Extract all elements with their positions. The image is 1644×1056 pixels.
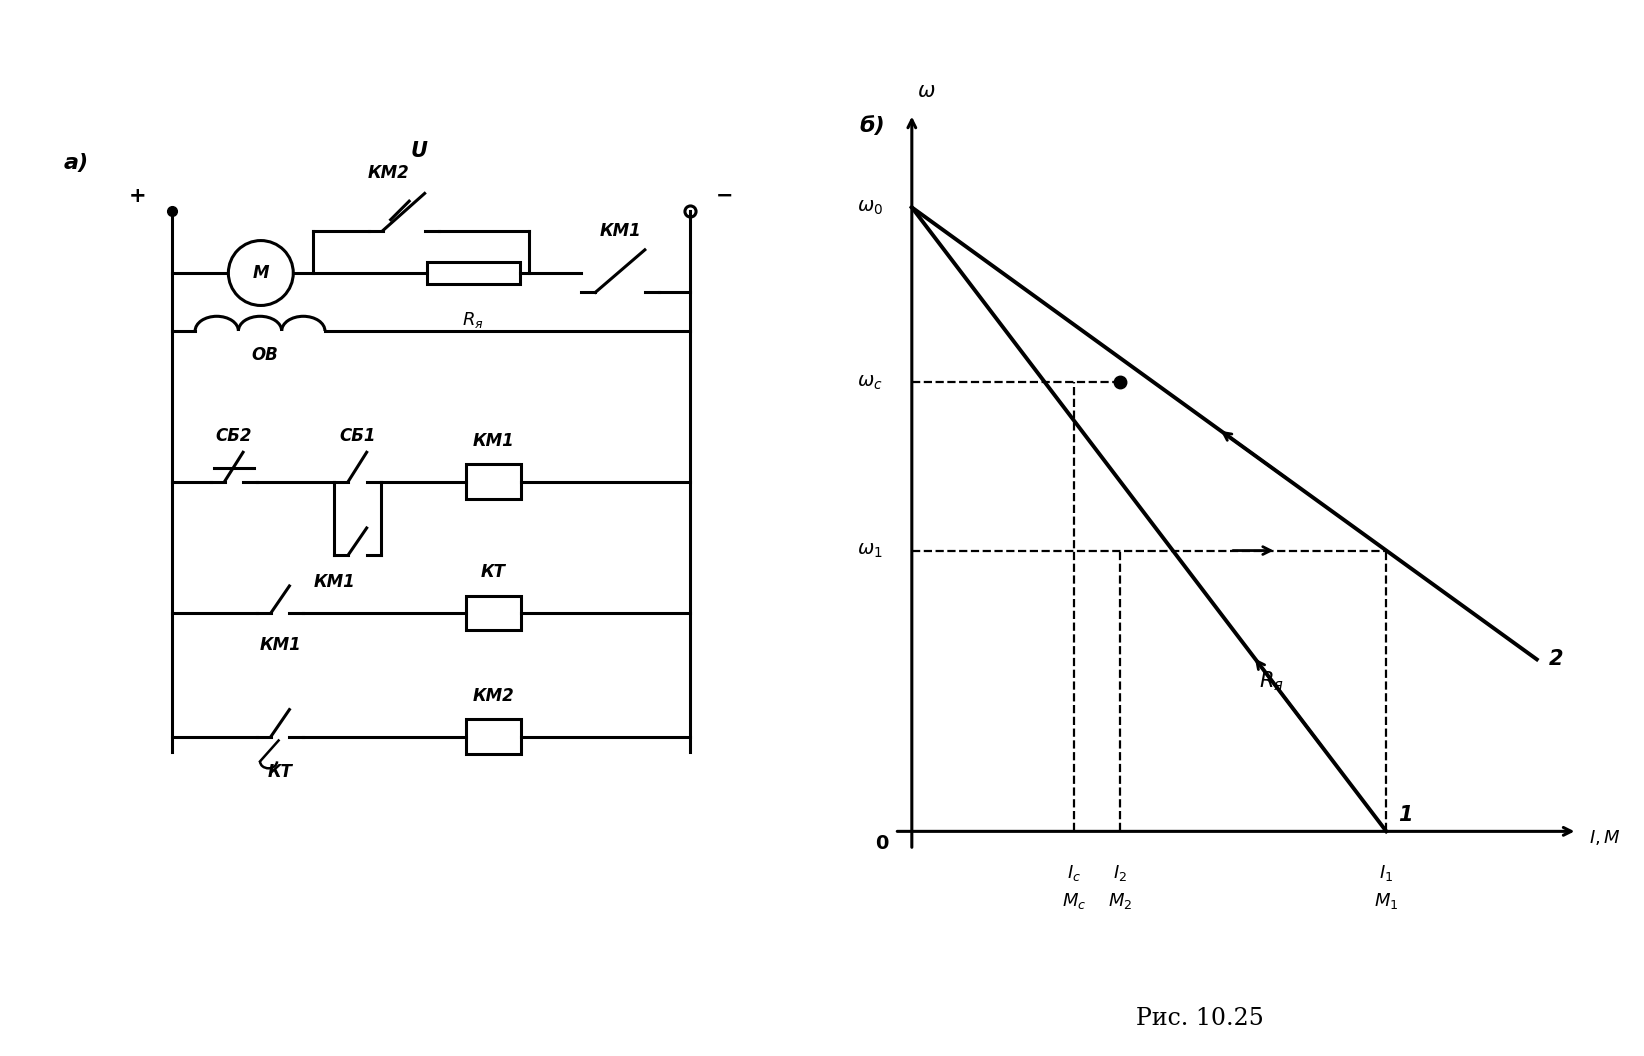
Text: $R_я$: $R_я$ [462, 310, 483, 331]
Text: $M_2$: $M_2$ [1108, 890, 1133, 910]
Text: КМ1: КМ1 [314, 573, 355, 591]
Bar [427, 262, 520, 284]
Text: M: M [253, 264, 270, 282]
Text: $I_1$: $I_1$ [1379, 863, 1394, 883]
Text: $I_2$: $I_2$ [1113, 863, 1128, 883]
Text: б): б) [860, 116, 886, 136]
Text: КМ2: КМ2 [368, 164, 409, 182]
Text: СБ2: СБ2 [215, 428, 252, 446]
Text: $M_1$: $M_1$ [1374, 890, 1399, 910]
Text: 0: 0 [875, 834, 889, 853]
Text: $M_c$: $M_c$ [1062, 890, 1087, 910]
Text: КМ1: КМ1 [260, 636, 301, 654]
Bar [465, 465, 521, 499]
Text: СБ1: СБ1 [339, 428, 376, 446]
Text: 2: 2 [1549, 649, 1563, 670]
Text: $I, M$: $I, M$ [1588, 828, 1621, 847]
Text: КМ1: КМ1 [472, 432, 515, 450]
Text: $\omega_0$: $\omega_0$ [857, 197, 883, 216]
Text: Рис. 10.25: Рис. 10.25 [1136, 1006, 1264, 1030]
Text: $I_c$: $I_c$ [1067, 863, 1080, 883]
Text: КТ: КТ [268, 762, 293, 780]
Text: $\omega$: $\omega$ [917, 81, 935, 101]
Text: КТ: КТ [482, 564, 506, 582]
Text: U: U [411, 142, 427, 161]
Bar [465, 596, 521, 630]
Text: а): а) [64, 153, 89, 173]
Text: 1: 1 [1397, 805, 1412, 825]
Text: ОВ: ОВ [252, 346, 278, 364]
Text: +: + [128, 186, 146, 206]
Text: $R_я$: $R_я$ [1259, 670, 1284, 694]
Text: −: − [715, 186, 733, 206]
Text: $\omega_1$: $\omega_1$ [857, 541, 883, 560]
Text: КМ2: КМ2 [472, 687, 515, 705]
Bar [465, 719, 521, 754]
Text: $\omega_c$: $\omega_c$ [857, 373, 883, 392]
Text: КМ1: КМ1 [600, 222, 641, 240]
